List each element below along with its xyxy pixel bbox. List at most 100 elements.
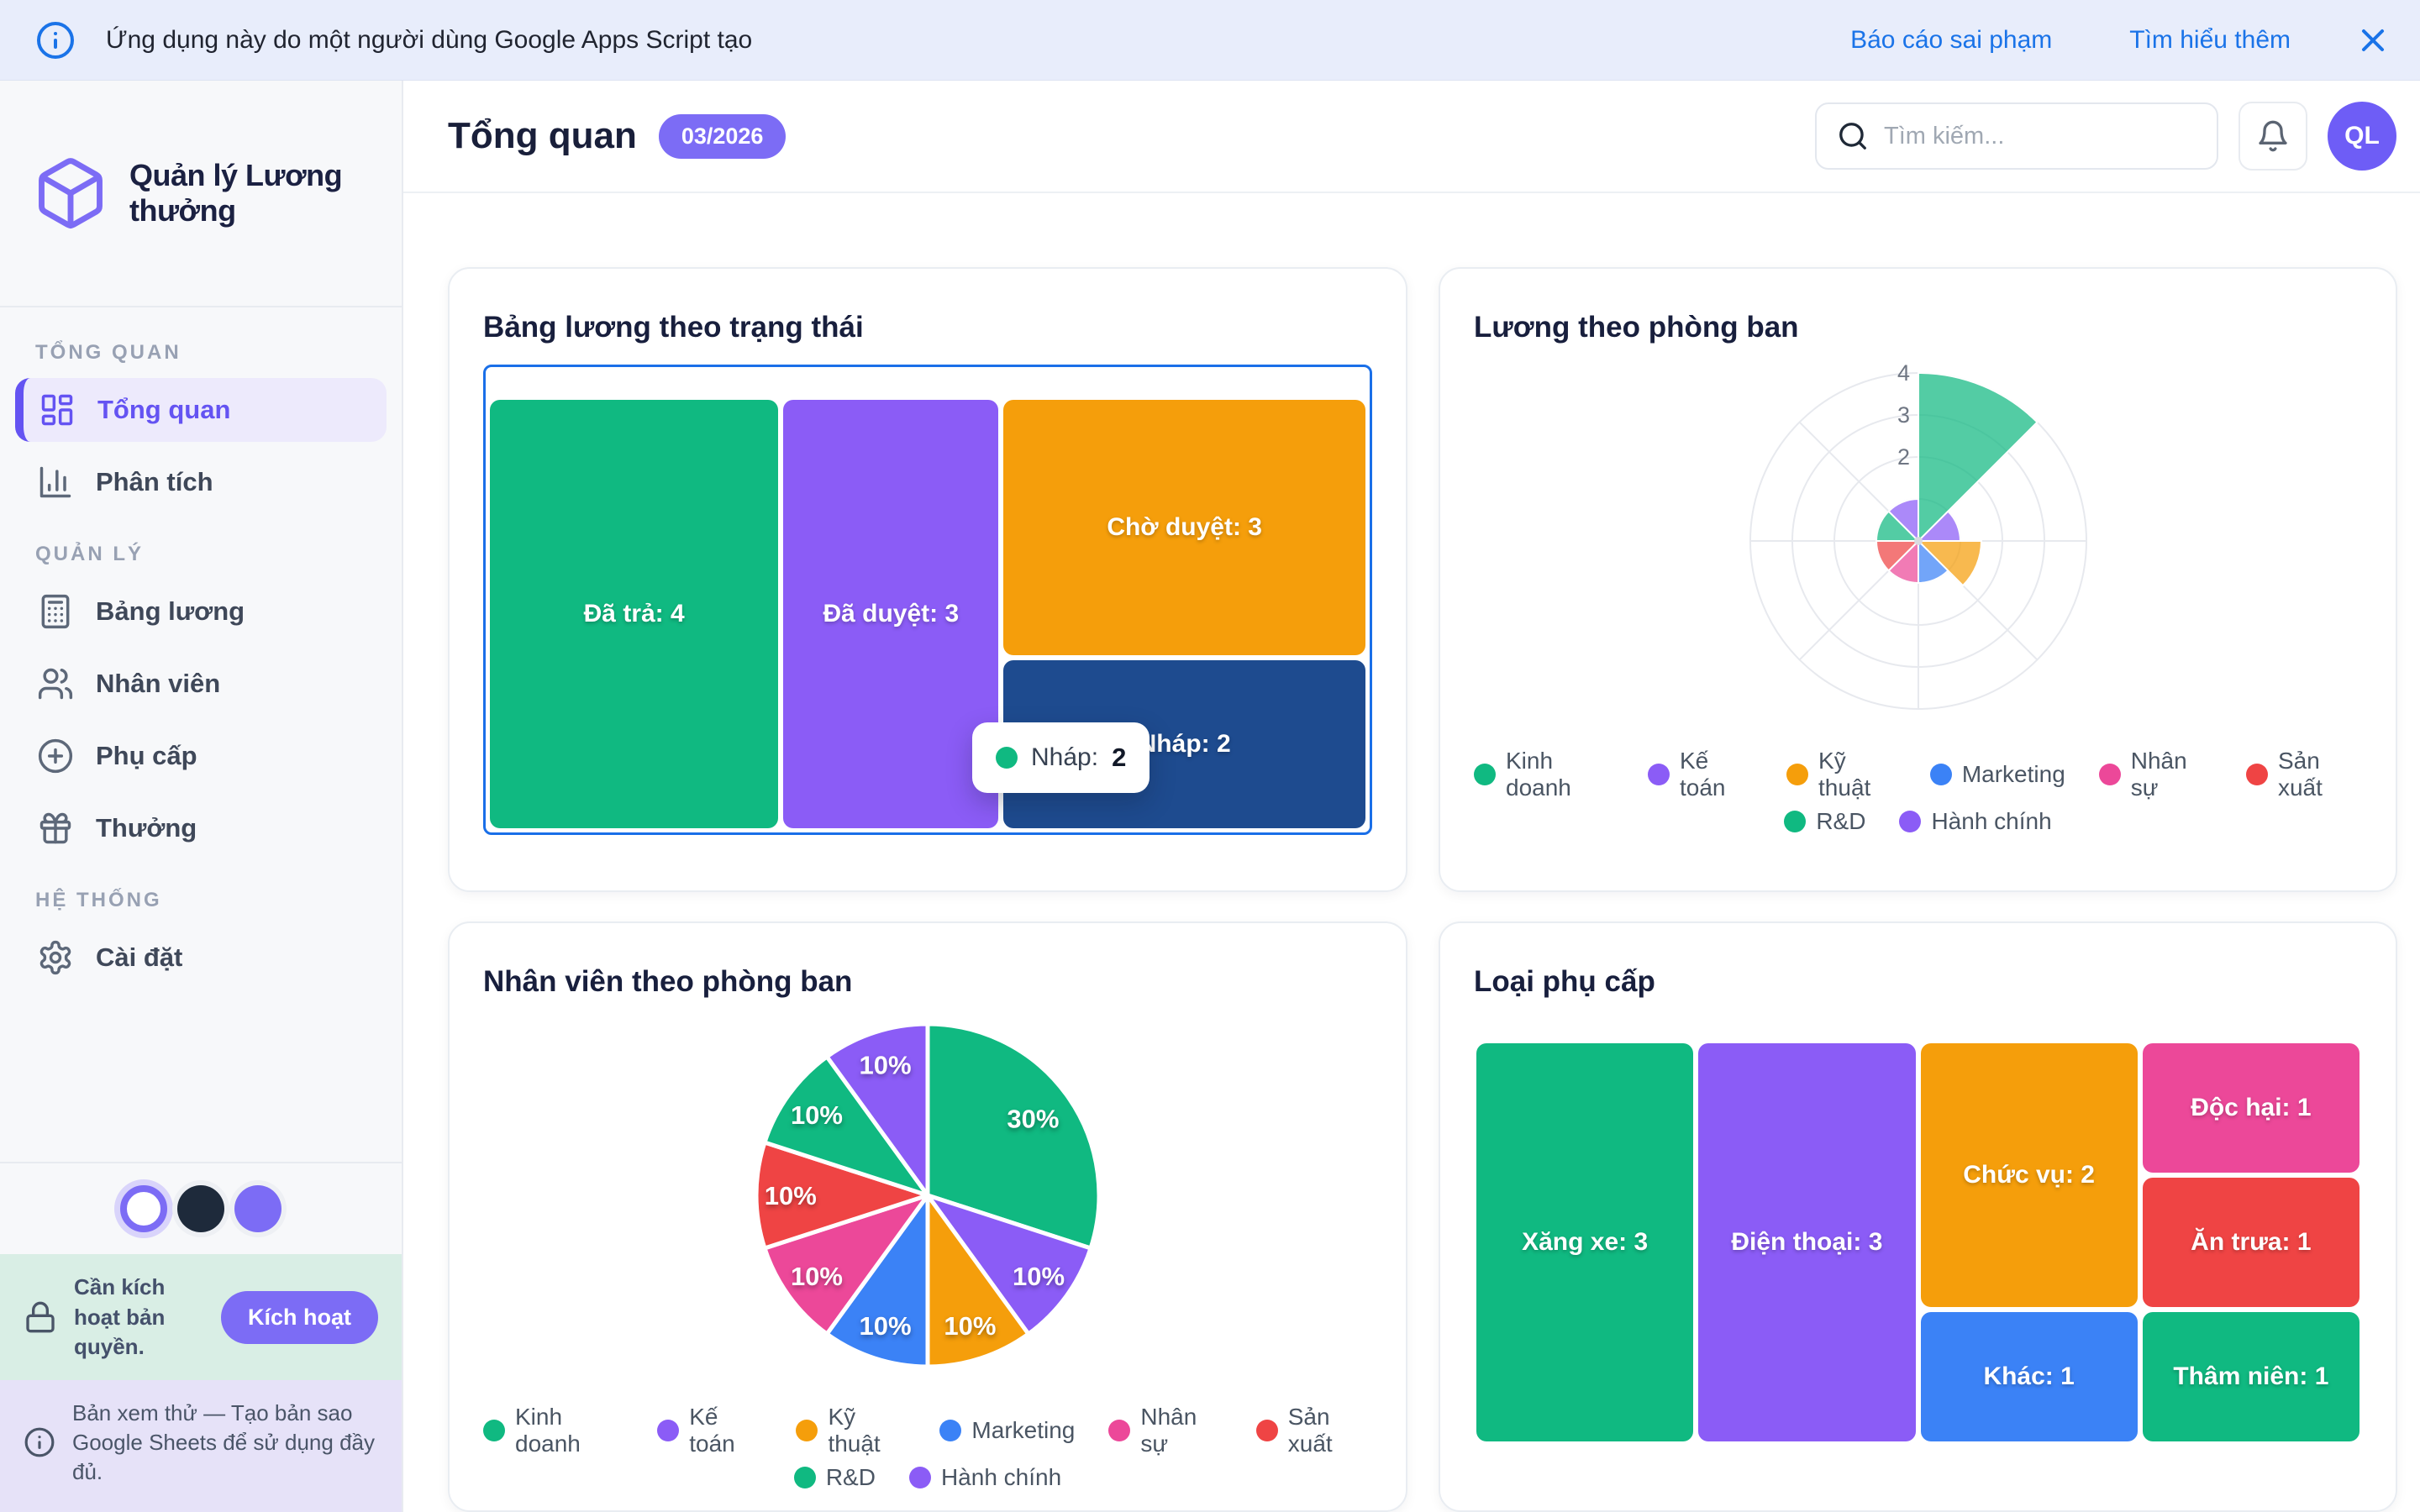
sidebar-item-dashboard[interactable]: Tổng quan: [15, 378, 387, 442]
theme-switcher: [0, 1162, 402, 1254]
pie-slice[interactable]: [762, 1193, 930, 1336]
legend-item[interactable]: Kỹ thuật: [796, 1404, 906, 1457]
legend-dot: [1786, 764, 1809, 785]
treemap-cell-label: Chờ duyệt: 3: [1107, 512, 1262, 541]
polar-tick-label: 3: [1897, 402, 1909, 428]
license-bar: Cần kích hoạt bản quyền. Kích hoạt: [0, 1254, 402, 1380]
treemap-cell[interactable]: Chức vụ: 2: [1918, 1041, 2140, 1310]
banner-text: Ứng dụng này do một người dùng Google Ap…: [106, 25, 753, 54]
legend-item[interactable]: Nhân sự: [1108, 1404, 1222, 1457]
pie-slice[interactable]: [824, 1193, 930, 1369]
legend-item[interactable]: Kinh doanh: [1474, 748, 1614, 801]
treemap-cell[interactable]: Ăn trưa: 1: [2140, 1175, 2362, 1310]
legend-dot: [2098, 764, 2121, 785]
sidebar-item-bar-chart[interactable]: Phân tích: [15, 450, 387, 514]
legend-label: R&D: [825, 1464, 876, 1490]
card-title: Nhân viên theo phòng ban: [483, 965, 853, 998]
sidebar-item-gear[interactable]: Cài đặt: [15, 926, 387, 990]
legend-item[interactable]: Hành chính: [908, 1464, 1061, 1491]
legend-item[interactable]: Nhân sự: [2098, 748, 2212, 801]
gift-icon: [39, 812, 71, 844]
legend-item[interactable]: R&D: [793, 1464, 876, 1491]
info-icon: [24, 1427, 55, 1457]
tooltip-series-dot: [996, 747, 1018, 769]
treemap-cell[interactable]: Độc hại: 1: [2140, 1041, 2362, 1175]
legend-dot: [939, 1420, 962, 1441]
sidebar-item-users[interactable]: Nhân viên: [15, 652, 387, 716]
polar-sector[interactable]: [1917, 371, 2039, 543]
treemap-cell-label: Đã duyệt: 3: [823, 600, 960, 627]
license-text: Cần kích hoạt bản quyền.: [74, 1274, 166, 1359]
app-logo-row: Quản lý Lương thưởng: [0, 81, 402, 307]
legend-dot: [483, 1420, 505, 1441]
search-box[interactable]: [1815, 102, 2218, 170]
legend-dot: [1929, 764, 1952, 785]
pie-slice[interactable]: [824, 1021, 930, 1198]
allowance-treemap: Xăng xe: 3 Điện thoại: 3 Chức vụ: 2 Khác: 1…: [1474, 1041, 2362, 1444]
legend-dot: [2245, 764, 2268, 785]
tooltip-label: Nháp:: [1031, 743, 1099, 771]
google-apps-script-banner: Ứng dụng này do một người dùng Google Ap…: [0, 0, 2420, 81]
legend-item[interactable]: Kỹ thuật: [1786, 748, 1897, 801]
period-badge: 03/2026: [658, 113, 786, 159]
theme-swatch-light[interactable]: [120, 1185, 167, 1233]
legend-item[interactable]: Hành chính: [1899, 808, 2052, 835]
users-icon: [38, 668, 73, 700]
polar-center-dot: [1913, 537, 1923, 545]
treemap-area: Đã trả: 4 Đã duyệt: 3 Chờ duyệt: 3 Nháp: 2: [487, 397, 1368, 831]
treemap-cell[interactable]: Điện thoại: 3: [1696, 1041, 1918, 1444]
sidebar-item-gift[interactable]: Thưởng: [15, 796, 387, 860]
pie-slice[interactable]: [762, 1054, 930, 1198]
polar-sector[interactable]: [1916, 540, 1982, 587]
treemap-cell-label: Nháp: 2: [1138, 729, 1231, 758]
theme-swatch-dark[interactable]: [177, 1185, 224, 1233]
treemap-cell[interactable]: Khác: 1: [1918, 1310, 2140, 1444]
sidebar-item-label: Cài đặt: [96, 942, 183, 972]
treemap-cell[interactable]: Chờ duyệt: 3: [1001, 397, 1368, 658]
pie-slice[interactable]: [925, 1193, 1031, 1369]
close-icon[interactable]: [2354, 22, 2391, 59]
pie-chart: 30% 10% 10% 10% 10% 10% 10% 10%: [754, 1021, 1102, 1369]
legend-label: Kinh doanh: [515, 1404, 581, 1457]
legend-item[interactable]: Sản xuất: [1255, 1404, 1372, 1457]
learn-more-link[interactable]: Tìm hiểu thêm: [2129, 25, 2291, 54]
lock-icon: [26, 1301, 55, 1333]
legend-item[interactable]: Kế toán: [1648, 748, 1753, 801]
legend-dot: [1474, 764, 1496, 785]
page-title: Tổng quan: [448, 115, 637, 156]
theme-swatch-purple[interactable]: [234, 1185, 281, 1233]
treemap-cell[interactable]: Đã duyệt: 3: [781, 397, 1001, 831]
search-input[interactable]: [1884, 122, 2201, 150]
treemap-cell[interactable]: Thâm niên: 1: [2140, 1310, 2362, 1444]
treemap-cell[interactable]: Đã trả: 4: [487, 397, 781, 831]
legend-item[interactable]: R&D: [1784, 808, 1865, 835]
dashboard-icon: [41, 394, 73, 426]
chart-legend: Kinh doanh Kế toán Kỹ thuật Marketing Nhân s…: [1474, 748, 2362, 835]
legend-item[interactable]: Marketing: [1929, 748, 2065, 801]
card-salary-by-department: Lương theo phòng ban 2 3 4 Kinh doanh Kế to…: [1439, 267, 2397, 892]
legend-label: Sản xuất: [1287, 1404, 1333, 1457]
legend-item[interactable]: Marketing: [939, 1404, 1075, 1457]
avatar[interactable]: QL: [2328, 102, 2396, 171]
treemap-cell[interactable]: Xăng xe: 3: [1474, 1041, 1696, 1444]
legend-label: Marketing: [971, 1417, 1076, 1443]
polar-tick-label: 4: [1897, 360, 1909, 386]
treemap-cell-label: Chức vụ: 2: [1963, 1160, 2095, 1189]
legend-item[interactable]: Kế toán: [657, 1404, 762, 1457]
tooltip-value: 2: [1112, 743, 1127, 772]
pie-slice[interactable]: [925, 1021, 1102, 1251]
legend-item[interactable]: Kinh doanh: [483, 1404, 623, 1457]
legend-dot: [796, 1420, 818, 1441]
page-header: Tổng quan 03/2026 QL: [403, 81, 2420, 193]
report-abuse-link[interactable]: Báo cáo sai phạm: [1850, 25, 2053, 54]
legend-item[interactable]: Sản xuất: [2245, 748, 2362, 801]
polar-sector[interactable]: [1886, 497, 1919, 543]
legend-label: Kế toán: [689, 1404, 735, 1457]
sidebar-item-calculator[interactable]: Bảng lương: [15, 580, 387, 643]
pie-slice[interactable]: [754, 1140, 930, 1251]
pie-slice[interactable]: [925, 1193, 1093, 1336]
sidebar-item-plus-circle[interactable]: Phụ cấp: [15, 724, 387, 788]
notifications-button[interactable]: [2238, 102, 2307, 171]
activate-button[interactable]: Kích hoạt: [220, 1290, 378, 1344]
treemap-cell-label: Thâm niên: 1: [2173, 1362, 2329, 1390]
